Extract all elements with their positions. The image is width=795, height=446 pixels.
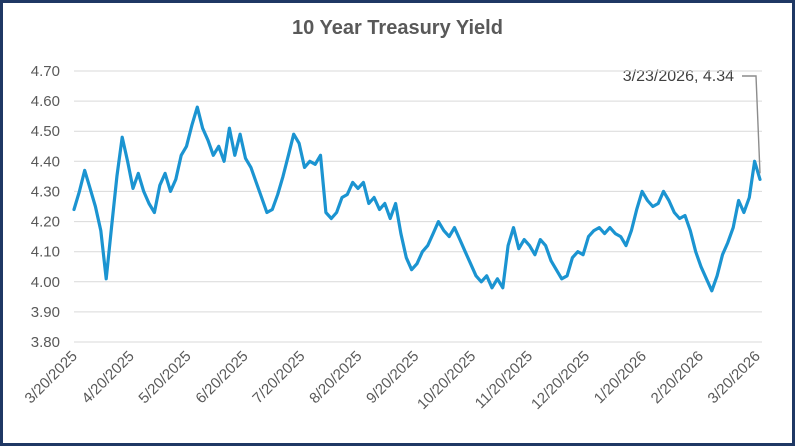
y-axis-label: 4.00 xyxy=(31,274,60,291)
y-axis-label: 4.20 xyxy=(31,214,60,231)
y-axis-label: 4.60 xyxy=(31,93,60,110)
x-axis-label: 9/20/2025 xyxy=(363,348,422,407)
x-axis-label: 12/20/2025 xyxy=(528,348,593,413)
x-axis-label: 10/20/2025 xyxy=(414,348,479,413)
x-axis-label: 3/20/2025 xyxy=(22,348,81,407)
y-axis-label: 3.90 xyxy=(31,304,60,321)
x-axis-label: 1/20/2026 xyxy=(591,348,650,407)
x-axis-label: 3/20/2026 xyxy=(705,348,764,407)
series-line xyxy=(72,105,762,293)
y-axis-label: 4.30 xyxy=(31,183,60,200)
y-axis-label: 3.80 xyxy=(31,334,60,351)
x-axis-label: 2/20/2026 xyxy=(648,348,707,407)
x-axis-label: 4/20/2025 xyxy=(79,348,138,407)
annotation-leader-line xyxy=(742,75,761,174)
annotation-label: 3/23/2026, 4.34 xyxy=(622,68,734,85)
y-axis-label: 4.70 xyxy=(31,63,60,80)
chart-title: 10 Year Treasury Yield xyxy=(292,17,503,39)
y-axis-label: 4.10 xyxy=(31,244,60,261)
x-axis-label: 6/20/2025 xyxy=(192,348,251,407)
x-axis-label: 11/20/2025 xyxy=(472,348,536,412)
y-axis-label: 4.50 xyxy=(31,123,60,140)
yield-line-chart: 3.80 3.90 4.00 4.10 4.20 4.30 4.40 4.50 4.60 4.70… xyxy=(22,63,764,413)
x-axis-label: 8/20/2025 xyxy=(306,348,365,407)
y-axis-label: 4.40 xyxy=(31,153,60,170)
x-axis-label: 5/20/2025 xyxy=(135,348,194,407)
x-axis-label: 7/20/2025 xyxy=(249,348,308,407)
